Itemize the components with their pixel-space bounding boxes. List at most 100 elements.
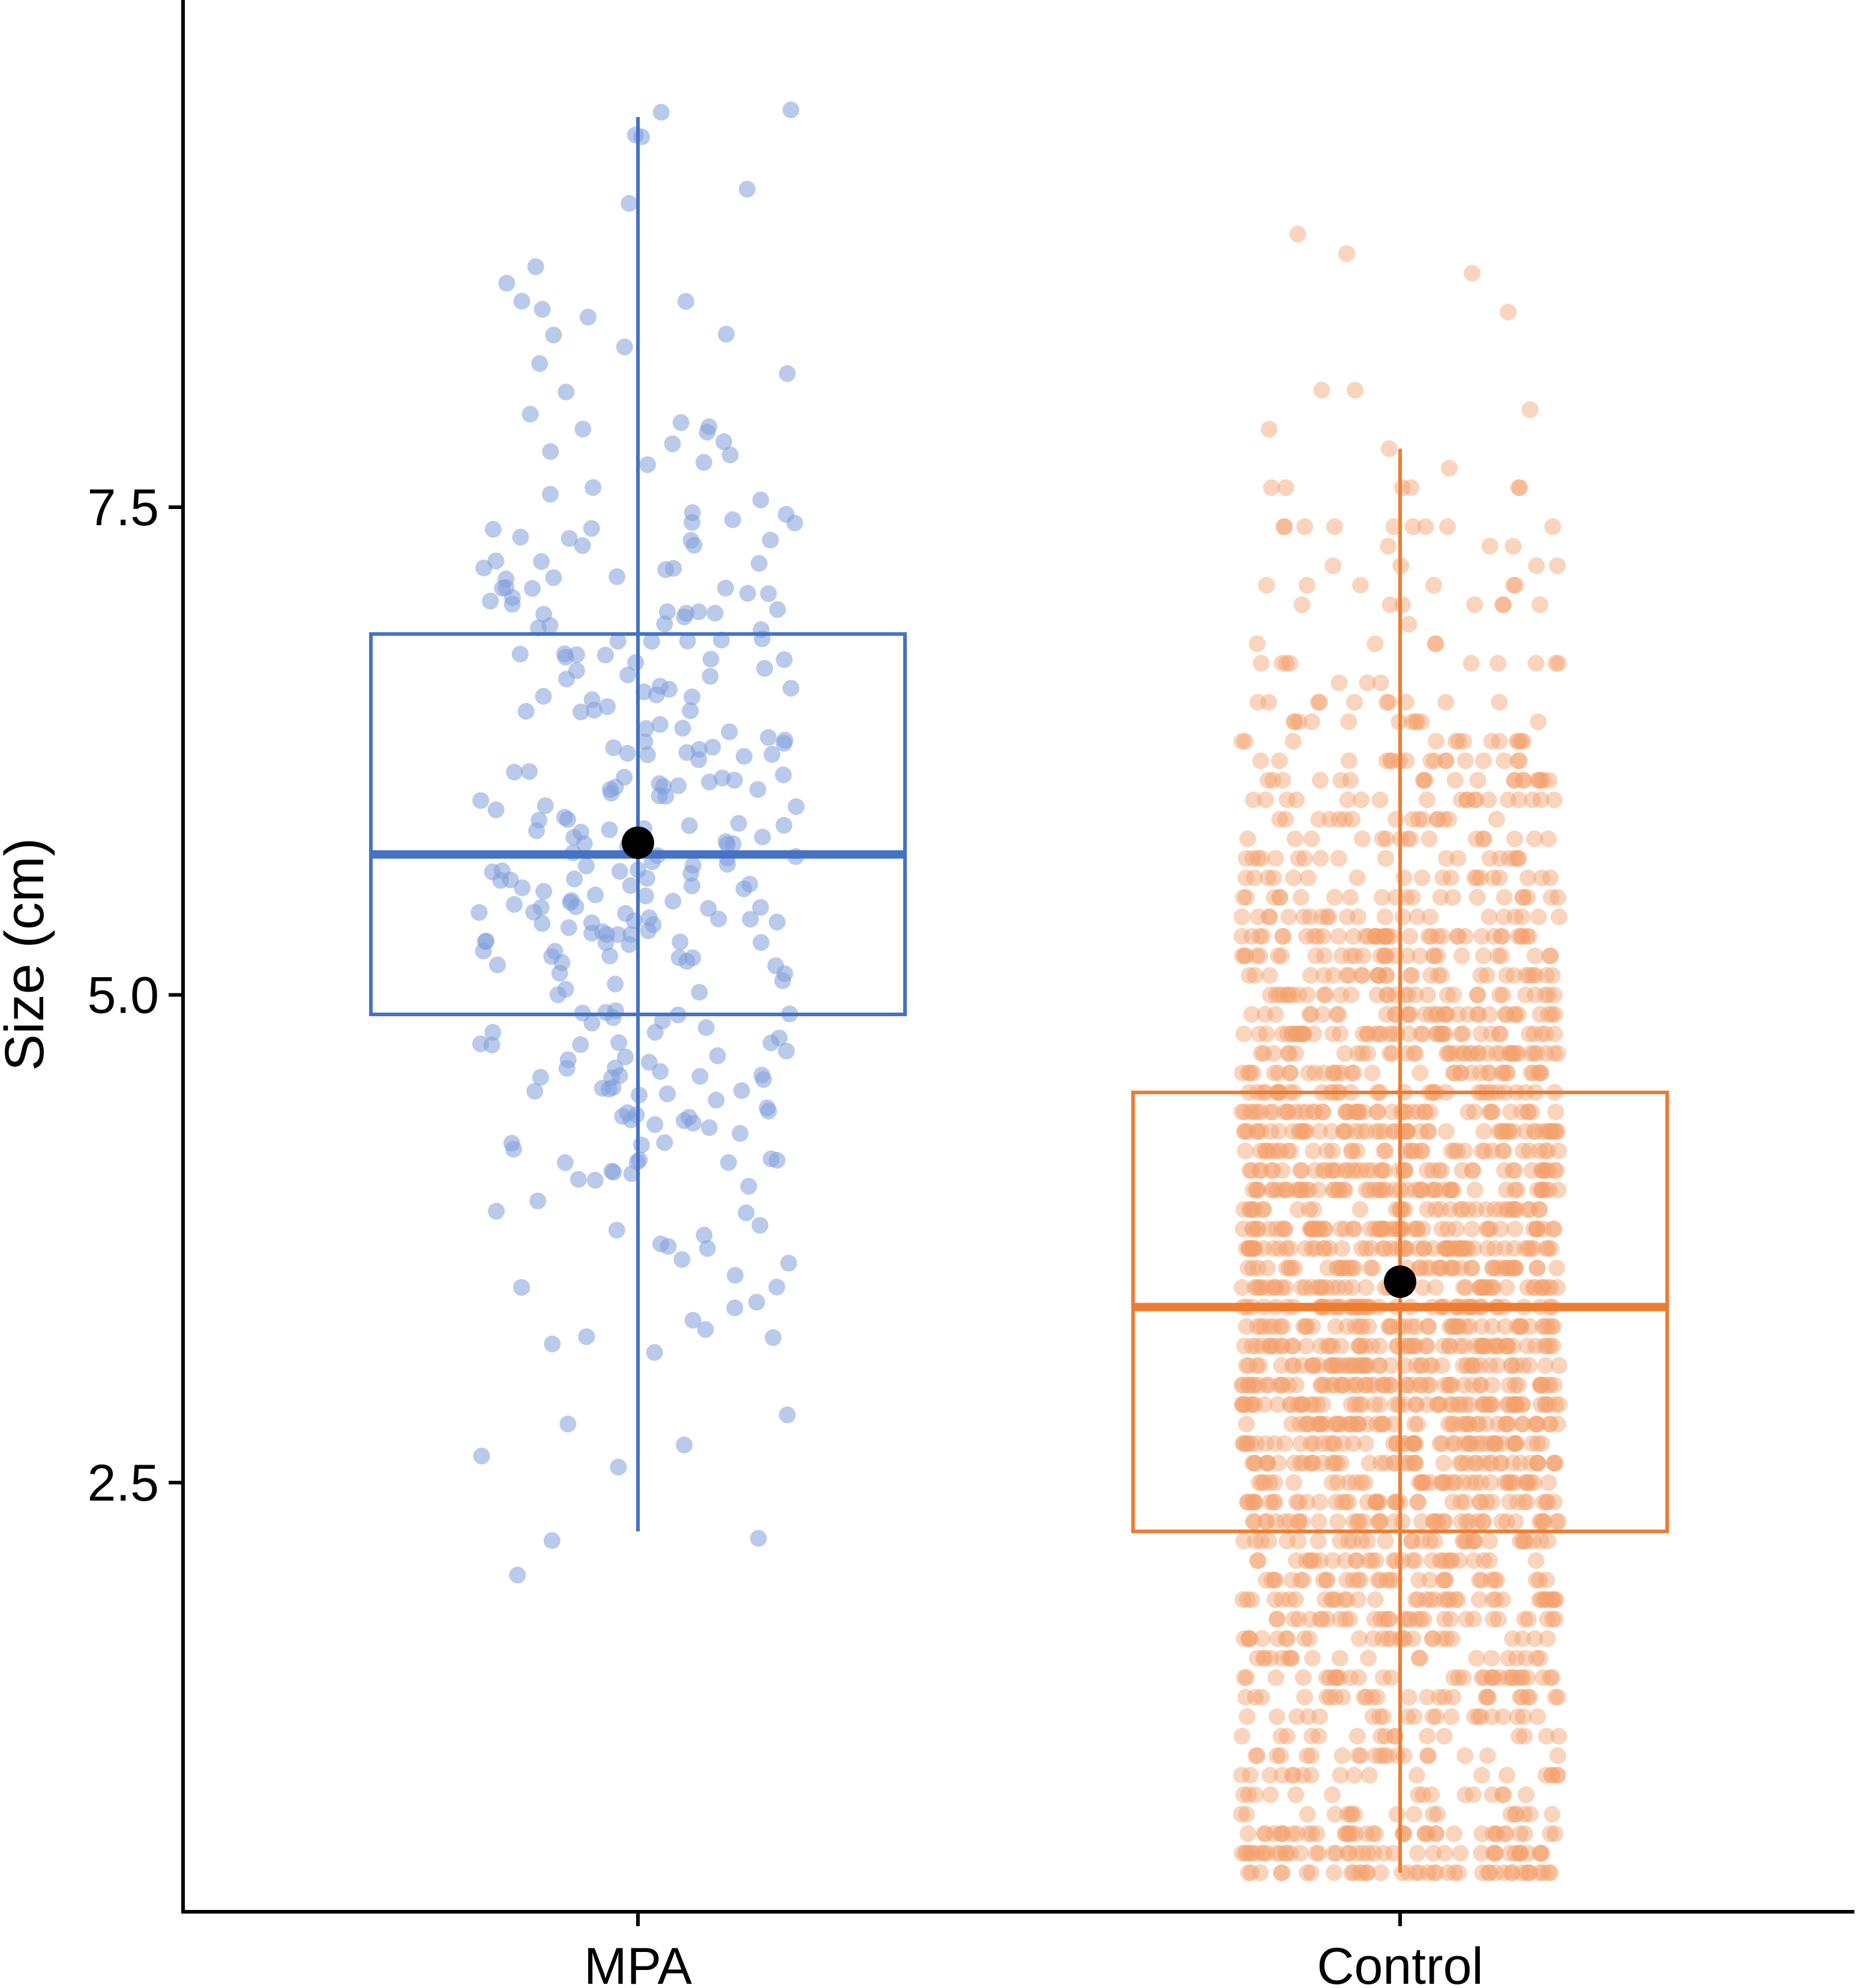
- data-point: [1529, 1259, 1546, 1277]
- data-point: [1497, 1123, 1514, 1140]
- data-point: [1407, 1318, 1424, 1335]
- data-point: [1471, 1493, 1488, 1511]
- data-point: [1304, 1649, 1321, 1667]
- data-point: [1458, 1454, 1476, 1472]
- data-point: [1452, 1454, 1469, 1472]
- data-point: [1385, 1123, 1403, 1140]
- data-point: [610, 1034, 628, 1051]
- data-point: [1475, 1454, 1493, 1472]
- data-point: [1251, 1025, 1268, 1043]
- data-point: [1272, 1825, 1289, 1842]
- data-point: [1491, 694, 1508, 711]
- data-point: [1431, 1396, 1449, 1413]
- data-point: [1384, 1025, 1402, 1043]
- data-point: [1351, 1201, 1369, 1218]
- data-point: [1370, 1357, 1387, 1374]
- data-point: [1248, 1435, 1265, 1452]
- data-point: [1371, 1493, 1388, 1511]
- data-point: [1520, 1864, 1538, 1881]
- data-point: [1541, 1376, 1559, 1394]
- data-point: [1302, 1552, 1319, 1569]
- data-point: [1312, 1415, 1329, 1433]
- data-point: [1398, 1123, 1415, 1140]
- data-point: [1501, 1045, 1518, 1062]
- data-point: [1478, 1220, 1496, 1238]
- data-point: [1317, 986, 1334, 1004]
- data-point: [1323, 1786, 1341, 1803]
- data-point: [1485, 1845, 1502, 1862]
- data-point: [1481, 908, 1498, 926]
- data-point: [1429, 1396, 1446, 1413]
- data-point: [1252, 752, 1269, 770]
- data-point: [1411, 1259, 1428, 1277]
- data-point: [1303, 1747, 1320, 1764]
- data-point: [513, 292, 531, 310]
- data-point: [1326, 1454, 1343, 1472]
- data-point: [1487, 1201, 1503, 1218]
- data-point: [1447, 733, 1464, 750]
- data-point: [1508, 733, 1526, 750]
- data-point: [1359, 1532, 1376, 1550]
- data-point: [1299, 1493, 1316, 1511]
- data-point: [1304, 1357, 1321, 1374]
- data-point: [1410, 1493, 1427, 1511]
- data-point: [1540, 830, 1557, 848]
- data-point: [1314, 1396, 1331, 1413]
- data-point: [1463, 1259, 1481, 1277]
- data-point: [1427, 635, 1444, 652]
- data-point: [1266, 1435, 1283, 1452]
- data-point: [1416, 1006, 1434, 1023]
- y-tick-label: 7.5: [87, 479, 159, 537]
- data-point: [1349, 1357, 1366, 1374]
- data-point: [700, 418, 718, 435]
- data-point: [1416, 1825, 1434, 1842]
- data-point: [1255, 1845, 1273, 1862]
- data-point: [1419, 1162, 1436, 1179]
- data-point: [1241, 1162, 1258, 1179]
- data-point: [1383, 1630, 1400, 1647]
- data-point: [1389, 1337, 1407, 1355]
- data-point: [1404, 889, 1421, 906]
- data-point: [1313, 382, 1330, 399]
- data-point: [1365, 1708, 1381, 1725]
- data-point: [1507, 577, 1524, 594]
- data-point: [1273, 1591, 1291, 1608]
- data-point: [1315, 967, 1333, 984]
- data-point: [1547, 1103, 1565, 1121]
- data-point: [586, 702, 603, 719]
- data-point: [1464, 1786, 1482, 1803]
- data-point: [583, 924, 601, 942]
- data-point: [1407, 713, 1424, 730]
- data-point: [1299, 1806, 1316, 1823]
- data-point: [1306, 1064, 1324, 1082]
- data-point: [1353, 1532, 1371, 1550]
- data-point: [664, 893, 682, 910]
- data-point: [778, 1043, 795, 1059]
- data-point: [1517, 1123, 1535, 1140]
- data-point: [1441, 460, 1458, 477]
- data-point: [1296, 1279, 1314, 1296]
- data-point: [1439, 1552, 1456, 1569]
- data-point: [1533, 869, 1550, 887]
- data-point: [1519, 1474, 1536, 1491]
- data-point: [1278, 1630, 1294, 1647]
- data-point: [1540, 1006, 1557, 1023]
- data-point: [1332, 1337, 1350, 1355]
- data-point: [1317, 1279, 1335, 1296]
- data-point: [1483, 1649, 1500, 1667]
- data-point: [1288, 1493, 1305, 1511]
- data-point: [1506, 1259, 1523, 1277]
- data-point: [1267, 986, 1285, 1004]
- data-point: [1292, 1435, 1309, 1452]
- data-point: [1379, 986, 1397, 1004]
- data-point: [1470, 1415, 1487, 1433]
- data-point: [1258, 1454, 1276, 1472]
- data-point: [1533, 1123, 1551, 1140]
- data-point: [1266, 1571, 1283, 1589]
- data-point: [1488, 1045, 1505, 1062]
- data-point: [1306, 1162, 1324, 1179]
- data-point: [1375, 1162, 1393, 1179]
- data-point: [1439, 1220, 1457, 1238]
- data-point: [1255, 1649, 1272, 1667]
- data-point: [587, 887, 604, 903]
